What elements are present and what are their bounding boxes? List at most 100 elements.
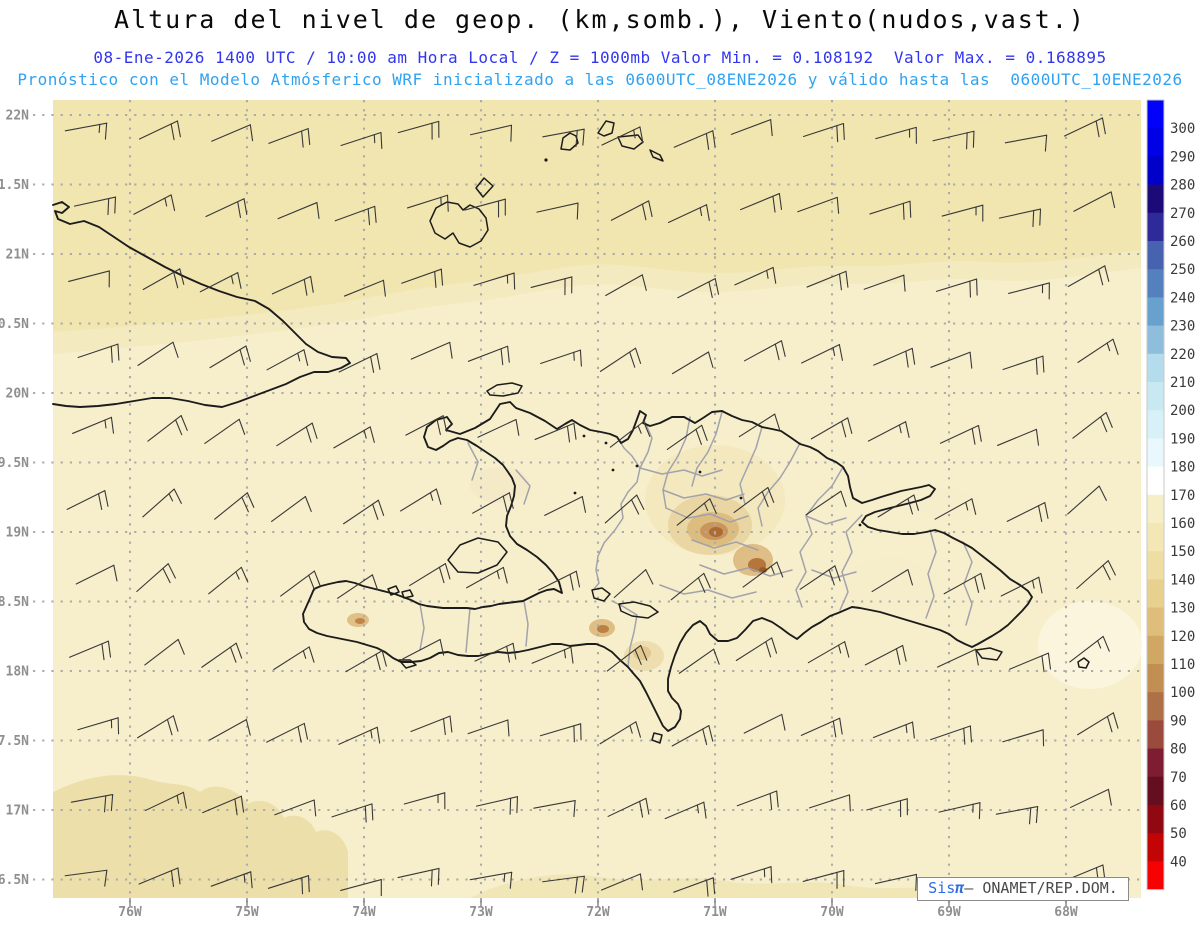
lon-tick-label: 69W: [937, 905, 961, 920]
wind-barb-tick: [776, 561, 784, 578]
wind-barb-tick: [110, 345, 113, 363]
mona-island: [1077, 657, 1090, 669]
axis-labels: 22N 1.5N 21N 0.5N 20N 9.5N 19N 8.5N 18N 7.5N 17N 6.…: [0, 109, 1078, 921]
colorbar-label: 160: [1170, 516, 1195, 532]
wind-barb-tick: [1110, 191, 1116, 209]
wind-barb-tick: [963, 727, 966, 745]
wind-barb-tick: [767, 486, 775, 503]
wind-barb-tick: [697, 577, 706, 593]
wind-barb: [477, 418, 517, 438]
lat-tick-label: 22N: [6, 109, 30, 124]
wind-barb-tick: [903, 274, 906, 292]
wind-barb-tick: [848, 794, 851, 812]
colorbar-label: 90: [1170, 713, 1187, 729]
colorbar-label: 60: [1170, 798, 1187, 814]
wind-barb: [605, 274, 643, 297]
wind-barb-tick: [369, 426, 375, 443]
wind-barb-tick: [895, 648, 901, 665]
wind-barb-tick: [712, 130, 716, 148]
wind-barb-tick: [177, 638, 185, 655]
wind-barb-tick: [902, 644, 907, 662]
wind-barb-tick: [1037, 505, 1043, 522]
wind-barb-tick: [104, 869, 108, 887]
wind-barb-tick: [229, 646, 237, 663]
wind-barb-tick: [980, 572, 986, 590]
wind-barb-tick: [639, 873, 644, 891]
wind-barb-tick: [639, 800, 644, 818]
wind-barb-tick: [97, 493, 103, 510]
wind-barb-half-tick: [496, 570, 500, 580]
wind-barb-tick: [1107, 788, 1112, 806]
wind-barb-tick: [307, 128, 311, 146]
wind-barb-tick: [701, 424, 708, 441]
wind-barb-tick: [166, 718, 173, 736]
wind-barb-tick: [172, 715, 179, 732]
wind-barb-tick: [770, 866, 773, 884]
wind-barb-tick: [712, 877, 716, 895]
wind-barb-tick: [769, 792, 773, 810]
lat-tick-label: 19N: [6, 526, 30, 541]
colorbar-segment: [1147, 692, 1164, 721]
wind-barb-tick: [434, 270, 437, 289]
colorbar-segment: [1147, 748, 1164, 778]
wind-barb-half-tick: [1097, 640, 1102, 649]
wind-barb-tick: [162, 567, 171, 584]
wind-barb-tick: [705, 132, 710, 150]
caicos-islands: [597, 120, 615, 137]
wind-barb-tick: [643, 421, 651, 437]
wind-barb-tick: [117, 343, 120, 361]
lon-tick-label: 70W: [820, 905, 844, 920]
wind-barb: [271, 495, 306, 523]
wind-barb-half-tick: [176, 794, 180, 804]
wind-barb-tick: [371, 574, 379, 591]
wind-barb: [343, 279, 385, 297]
lat-tick-label: 8.5N: [0, 595, 29, 610]
wind-barb-tick: [573, 800, 576, 818]
wind-barb-tick: [838, 273, 842, 291]
saona-island: [975, 647, 1003, 661]
wind-barb-tick: [173, 271, 179, 289]
wind-barb-tick: [839, 717, 843, 735]
wind-barb-half-tick: [235, 571, 240, 580]
wind-barb-tick: [634, 347, 642, 364]
wind-barb-tick: [377, 499, 385, 516]
lat-tick-label: 6.5N: [0, 873, 29, 888]
wind-barb-tick: [507, 345, 510, 363]
wind-barb-tick: [774, 343, 780, 361]
wind-barb-tick: [905, 350, 909, 368]
wind-barb-half-tick: [164, 197, 168, 207]
wind-barb-tick: [576, 202, 579, 220]
colorbar-segment: [1147, 100, 1164, 129]
wind-barb-tick: [507, 719, 510, 737]
wind-barb-tick: [575, 129, 578, 147]
colorbar: 300 290 280 270 260 250 240 230 220 210 200 190 180 1…: [1146, 99, 1195, 891]
wind-barb-tick: [832, 720, 837, 738]
wind-barb-tick: [308, 574, 316, 591]
colorbar-label: 210: [1170, 375, 1195, 391]
wind-barb-tick: [449, 341, 453, 359]
wind-barb-tick: [438, 566, 445, 584]
wind-barb-half-tick: [965, 501, 969, 511]
wind-barb-tick: [566, 425, 571, 443]
colorbar-segment: [1147, 805, 1164, 834]
lon-tick-label: 73W: [469, 905, 493, 920]
wind-barb-tick: [372, 503, 379, 520]
wind-barb-tick: [1098, 268, 1104, 286]
wind-barb-tick: [844, 641, 850, 658]
wind-barb-tick: [502, 566, 508, 584]
wind-barb-tick: [1028, 807, 1032, 825]
wind-barb-tick: [375, 653, 381, 671]
colorbar-label: 180: [1170, 460, 1195, 476]
wind-barb-tick: [107, 198, 110, 216]
colorbar-label: 170: [1170, 488, 1195, 504]
wind-barb-tick: [907, 498, 914, 515]
cayemites-islands: [387, 585, 400, 596]
wind-barb-tick: [1101, 117, 1106, 135]
wind-barb-tick: [234, 798, 238, 816]
wind-barb-tick: [776, 790, 779, 808]
wind-barb-tick: [971, 498, 977, 515]
wind-barb-tick: [303, 722, 309, 740]
wind-barb-tick: [245, 345, 251, 362]
wind-barb-half-tick: [429, 492, 434, 501]
wind-barb: [337, 574, 373, 599]
